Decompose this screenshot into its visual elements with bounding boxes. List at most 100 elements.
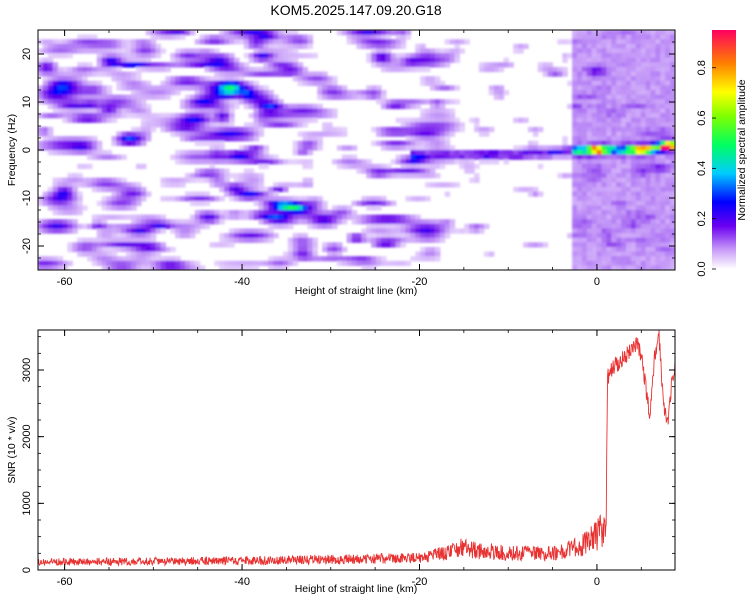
spectrogram-cell [366, 260, 372, 266]
spectrogram-cell [616, 48, 622, 54]
spectrogram-cell [312, 256, 318, 262]
spectrogram-cell [420, 246, 426, 253]
spectrogram-cell [175, 260, 181, 266]
spectrogram-cell [121, 205, 127, 211]
spectrogram-cell [106, 228, 113, 234]
spectrogram-cell [670, 173, 675, 179]
spectrogram-cell [591, 163, 598, 170]
spectrogram-cell [194, 126, 201, 133]
spectrogram-cell [572, 94, 578, 100]
spectrogram-cell [287, 196, 294, 202]
spectrogram-cell [131, 136, 137, 142]
spectrogram-cell [189, 154, 196, 160]
spectrogram-cell [52, 43, 59, 50]
spectrogram-cell [72, 219, 78, 225]
spectrogram-cell [376, 94, 382, 100]
colorbar-label: Normalized spectral amplitude [736, 79, 748, 220]
spectrogram-cell [670, 228, 675, 234]
spectrogram-cell [434, 223, 441, 230]
spectrogram-cell [332, 242, 338, 248]
spectrogram-cell [106, 53, 113, 59]
spectrogram-cell [238, 39, 245, 45]
spectrogram-cell [47, 39, 54, 45]
spectrogram-cell [248, 196, 255, 202]
spectrogram-cell [434, 251, 441, 257]
spectrogram-cell [77, 94, 83, 100]
spectrogram-cell [101, 66, 108, 73]
spectrogram-cell [586, 99, 593, 105]
spectrogram-cell [621, 210, 627, 216]
spectrogram-cell [209, 145, 215, 151]
spectrogram-cell [645, 265, 652, 270]
spectrogram-cell [47, 48, 54, 54]
spectrogram-cell [204, 140, 211, 146]
spectrogram-cell [581, 99, 588, 105]
spectrogram-cell [111, 136, 117, 142]
spectrogram-cell [273, 200, 279, 206]
spectrogram-cell [72, 99, 78, 105]
spectrogram-cell [72, 210, 78, 216]
spectrogram-cell [72, 177, 78, 183]
spectrogram-cell [327, 256, 333, 262]
spectrogram-cell [645, 159, 652, 165]
spectrogram-cell [57, 94, 64, 100]
spectrogram-cell [586, 246, 593, 253]
spectrogram-cell [82, 205, 88, 211]
spectrogram-cell [219, 80, 225, 86]
spectrogram-cell [635, 177, 642, 183]
spectrogram-cell [434, 246, 441, 253]
spectrogram-cell [650, 246, 656, 253]
spectrogram-cell [292, 256, 299, 262]
spectrogram-cell [111, 177, 117, 183]
spectrogram-cell [400, 99, 407, 105]
spectrogram-cell [650, 233, 656, 239]
spectrogram-cell [557, 154, 563, 160]
spectrogram-cell [62, 71, 68, 77]
spectrogram-cell [503, 57, 509, 63]
spectrogram-cell [194, 39, 201, 45]
spectrogram-cell [165, 223, 171, 230]
spectrogram-cell [371, 168, 377, 174]
spectrogram-cell [219, 196, 225, 202]
spectrogram-cell [101, 117, 108, 123]
spectrogram-cell [273, 196, 279, 202]
spectrogram-cell [640, 66, 647, 73]
spectrogram-cell [439, 57, 446, 63]
spectrogram-cell [292, 122, 299, 128]
spectrogram-cell [101, 237, 108, 243]
spectrogram-cell [155, 53, 162, 59]
spectrogram-cell [204, 108, 211, 114]
spectrogram-cell [278, 99, 284, 105]
spectrogram-cell [415, 233, 421, 239]
spectrogram-cell [116, 246, 122, 253]
spectrogram-cell [601, 150, 607, 156]
spectrogram-cell [47, 99, 54, 105]
spectrogram-cell [126, 223, 132, 230]
spectrogram-cell [425, 145, 431, 151]
spectrogram-cell [194, 99, 201, 105]
spectrogram-cell [523, 150, 529, 156]
spectrogram-cell [253, 159, 260, 165]
spectrogram-cell [381, 140, 387, 146]
spectrogram-cell [645, 71, 652, 77]
spectrogram-cell [136, 196, 142, 202]
spectrogram-cell [586, 233, 593, 239]
spectrogram-cell [150, 34, 157, 40]
spectrogram-cell [111, 57, 117, 63]
spectrogram-cell [82, 66, 88, 73]
spectrogram-cell [537, 163, 544, 170]
spectrogram-cell [523, 242, 529, 248]
spectrogram-cell [101, 205, 108, 211]
spectrogram-cell [136, 99, 142, 105]
spectrogram-cell [317, 85, 323, 91]
spectrogram-cell [170, 131, 176, 137]
spectrogram-cell [655, 66, 661, 73]
spectrogram-cell [194, 131, 201, 137]
spectrogram-cell [214, 99, 220, 105]
spectrogram-cell [635, 117, 642, 123]
spectrogram-cell [626, 136, 632, 142]
spectrogram-cell [140, 117, 147, 123]
spectrogram-cell [96, 237, 103, 243]
spectrogram-cell [532, 131, 539, 137]
spectrogram-cell [185, 196, 191, 202]
